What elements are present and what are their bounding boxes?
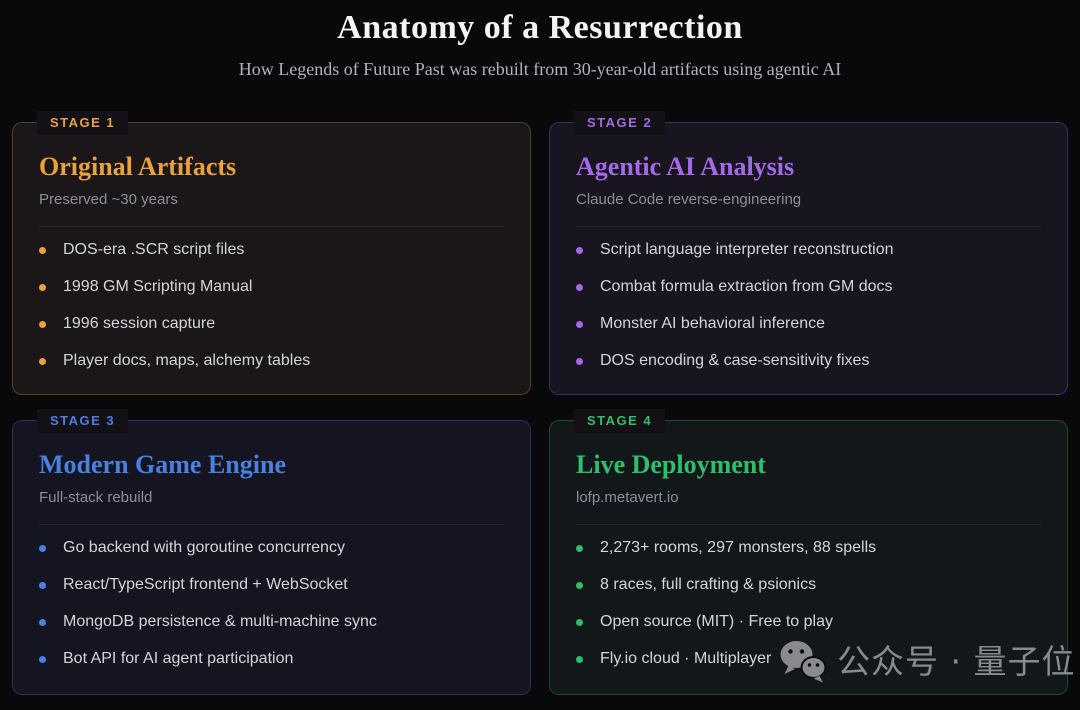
stage-card-4: STAGE 4 Live Deployment lofp.metavert.io… — [549, 409, 1068, 695]
bullet-item: 1996 session capture — [39, 314, 504, 334]
bullet-list: DOS-era .SCR script files 1998 GM Script… — [39, 240, 504, 371]
bullet-dot-icon — [39, 581, 46, 589]
bullet-item: 2,273+ rooms, 297 monsters, 88 spells — [576, 538, 1041, 558]
bullet-text: Script language interpreter reconstructi… — [600, 241, 894, 258]
stage-title: Live Deployment — [576, 450, 766, 479]
stage-title: Modern Game Engine — [39, 450, 286, 479]
bullet-text: MongoDB persistence & multi-machine sync — [63, 613, 377, 630]
watermark: 公众号 · 量子位 — [779, 640, 1075, 683]
bullet-text: 1996 session capture — [63, 315, 216, 332]
stage-badge: STAGE 4 — [574, 409, 666, 433]
bullet-dot-icon — [39, 544, 46, 552]
bullet-item: Fly.io cloud · Multiplayer — [576, 649, 1041, 669]
bullet-item: Open source (MIT) · Free to play — [576, 612, 1041, 632]
stage-title: Original Artifacts — [39, 152, 237, 181]
stage-card-2: STAGE 2 Agentic AI Analysis Claude Code … — [549, 111, 1068, 395]
stages-grid: STAGE 1 Original Artifacts Preserved ~30… — [12, 111, 1068, 695]
stage-badge: STAGE 3 — [37, 409, 129, 433]
bullet-dot-icon — [576, 283, 583, 291]
bullet-text: 1998 GM Scripting Manual — [63, 278, 253, 295]
bullet-dot-icon — [39, 618, 46, 626]
stage-title: Agentic AI Analysis — [576, 152, 795, 181]
bullet-dot-icon — [39, 655, 46, 663]
bullet-text: Monster AI behavioral inference — [600, 315, 826, 332]
stage-badge: STAGE 2 — [574, 111, 666, 135]
divider — [576, 524, 1041, 525]
bullet-dot-icon — [576, 544, 583, 552]
bullet-text: DOS-era .SCR script files — [63, 241, 245, 258]
bullet-list: 2,273+ rooms, 297 monsters, 88 spells 8 … — [576, 538, 1041, 669]
bullet-text: 8 races, full crafting & psionics — [600, 576, 817, 593]
bullet-dot-icon — [39, 320, 46, 328]
page-title: Anatomy of a Resurrection — [337, 9, 743, 46]
bullet-dot-icon — [576, 581, 583, 589]
bullet-text: 2,273+ rooms, 297 monsters, 88 spells — [600, 539, 877, 556]
bullet-dot-icon — [576, 618, 583, 626]
bullet-item: Combat formula extraction from GM docs — [576, 277, 1041, 297]
bullet-dot-icon — [576, 357, 583, 365]
bullet-text: DOS encoding & case-sensitivity fixes — [600, 352, 870, 369]
bullet-list: Script language interpreter reconstructi… — [576, 240, 1041, 371]
bullet-item: Bot API for AI agent participation — [39, 649, 504, 669]
bullet-item: 1998 GM Scripting Manual — [39, 277, 504, 297]
bullet-dot-icon — [39, 357, 46, 365]
bullet-item: DOS-era .SCR script files — [39, 240, 504, 260]
bullet-item: Script language interpreter reconstructi… — [576, 240, 1041, 260]
bullet-text: Fly.io cloud · Multiplayer — [600, 650, 772, 667]
bullet-text: Bot API for AI agent participation — [63, 650, 294, 667]
bullet-dot-icon — [39, 246, 46, 254]
stage-card-3: STAGE 3 Modern Game Engine Full-stack re… — [12, 409, 531, 695]
bullet-item: Player docs, maps, alchemy tables — [39, 351, 504, 371]
bullet-item: Monster AI behavioral inference — [576, 314, 1041, 334]
stage-subtitle: Claude Code reverse-engineering — [576, 191, 802, 208]
bullet-item: MongoDB persistence & multi-machine sync — [39, 612, 504, 632]
wechat-icon — [780, 641, 826, 683]
stage-subtitle: Full-stack rebuild — [39, 489, 153, 506]
bullet-item: 8 races, full crafting & psionics — [576, 575, 1041, 595]
stage-subtitle: lofp.metavert.io — [576, 489, 679, 506]
bullet-text: Player docs, maps, alchemy tables — [63, 352, 311, 369]
watermark-text: 公众号 · 量子位 — [837, 641, 1076, 681]
page-subtitle: How Legends of Future Past was rebuilt f… — [238, 59, 842, 79]
bullet-text: React/TypeScript frontend + WebSocket — [63, 576, 348, 593]
stage-subtitle: Preserved ~30 years — [39, 191, 178, 208]
stage-badge: STAGE 1 — [37, 111, 129, 135]
bullet-dot-icon — [39, 283, 46, 291]
page-header: Anatomy of a Resurrection How Legends of… — [0, 0, 1080, 81]
stage-card-1: STAGE 1 Original Artifacts Preserved ~30… — [12, 111, 531, 395]
bullet-dot-icon — [576, 246, 583, 254]
bullet-text: Go backend with goroutine concurrency — [63, 539, 345, 556]
bullet-item: React/TypeScript frontend + WebSocket — [39, 575, 504, 595]
bullet-item: DOS encoding & case-sensitivity fixes — [576, 351, 1041, 371]
bullet-text: Open source (MIT) · Free to play — [600, 613, 833, 630]
divider — [576, 226, 1041, 227]
bullet-item: Go backend with goroutine concurrency — [39, 538, 504, 558]
bullet-dot-icon — [576, 320, 583, 328]
divider — [39, 226, 504, 227]
bullet-list: Go backend with goroutine concurrency Re… — [39, 538, 504, 669]
divider — [39, 524, 504, 525]
bullet-text: Combat formula extraction from GM docs — [600, 278, 893, 295]
bullet-dot-icon — [576, 655, 583, 663]
